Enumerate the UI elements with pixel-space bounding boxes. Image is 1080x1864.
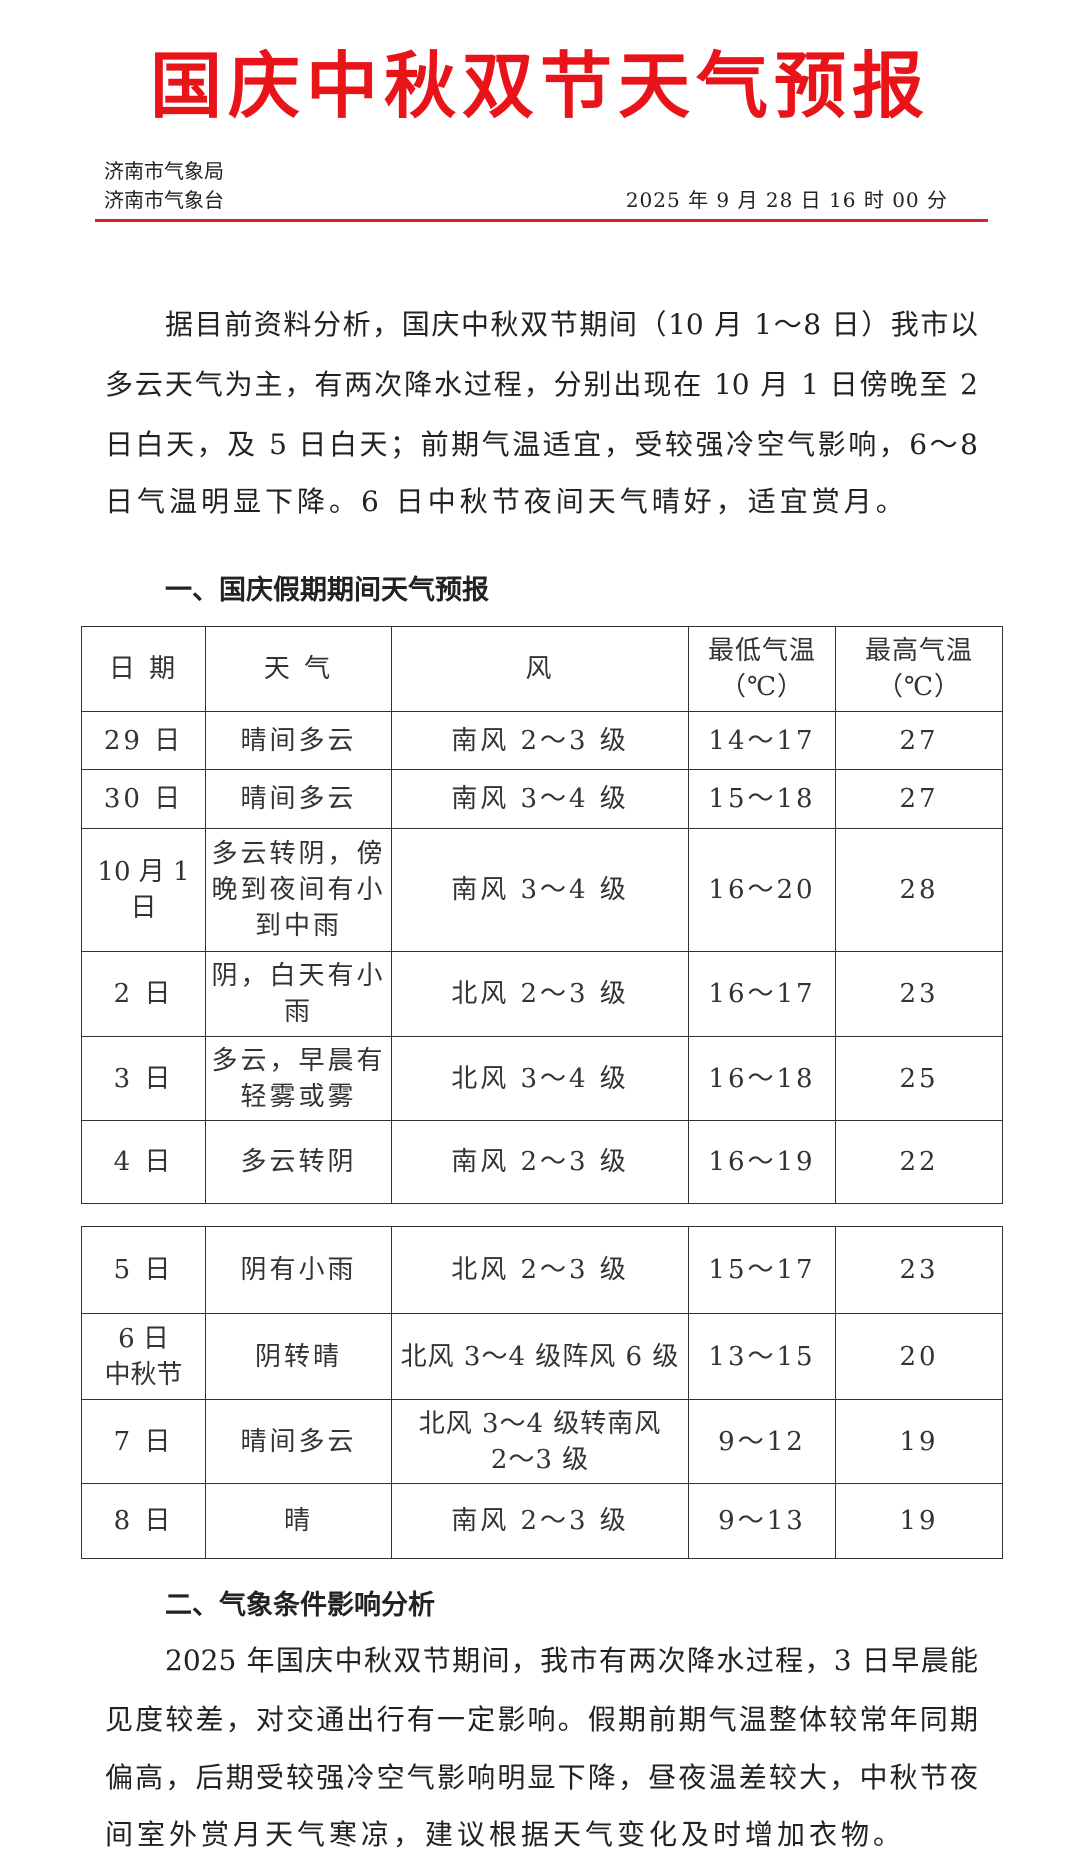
max-temp-cell: 23 xyxy=(835,1226,1003,1314)
table-header-row: 日 期天 气风最低气温 （℃） 最高气温 （℃） xyxy=(81,626,1003,712)
analysis-line: 间室外赏月天气寒凉，建议根据天气变化及时增加衣物。 xyxy=(105,1818,906,1851)
weather-cell: 晴间多云 xyxy=(205,711,392,770)
table-row: 8 日晴南风 2～3 级 9～13 19 xyxy=(81,1483,1003,1559)
min-temp-cell: 16～20 xyxy=(688,828,836,952)
weather-cell: 晴间多云 xyxy=(205,769,392,829)
weather-cell: 阴转晴 xyxy=(205,1313,392,1400)
table-row: 10 月 1 日多云转阴，傍 晚到夜间有小 到中雨 南风 3～4 级 16～20 28 xyxy=(81,828,1003,952)
max-temp-cell: 28 xyxy=(835,828,1003,952)
min-temp-cell: 9～12 xyxy=(688,1399,836,1484)
org-name-bureau: 济南市气象局 xyxy=(104,159,224,183)
forecast-table-2: 5 日阴有小雨 北风 2～3 级 15～17 23 6 日 中秋节 阴转晴 北风 3～4 级… xyxy=(81,1226,1003,1559)
max-temp-cell: 27 xyxy=(835,769,1003,829)
issue-date: 2025 年 9 月 28 日 16 时 00 分 xyxy=(625,188,948,212)
date-cell: 8 日 xyxy=(81,1483,206,1559)
column-header: 天 气 xyxy=(205,626,392,712)
weather-cell: 多云转阴，傍 晚到夜间有小 到中雨 xyxy=(205,828,392,952)
max-temp-cell: 25 xyxy=(835,1036,1003,1121)
weather-cell: 阴有小雨 xyxy=(205,1226,392,1314)
document-title: 国庆中秋双节天气预报 xyxy=(149,44,930,128)
wind-cell: 北风 2～3 级 xyxy=(391,951,689,1037)
intro-line: 日气温明显下降。6 日中秋节夜间天气晴好，适宜赏月。 xyxy=(105,485,908,518)
max-temp-cell: 23 xyxy=(835,951,1003,1037)
max-temp-cell: 19 xyxy=(835,1399,1003,1484)
date-cell: 30 日 xyxy=(81,769,206,829)
table-row: 4 日多云转阴 南风 2～3 级 16～19 22 xyxy=(81,1120,1003,1204)
table-row: 5 日阴有小雨 北风 2～3 级 15～17 23 xyxy=(81,1226,1003,1314)
analysis-line: 2025 年国庆中秋双节期间，我市有两次降水过程，3 日早晨能 xyxy=(165,1644,978,1677)
org-name-observatory: 济南市气象台 xyxy=(104,188,224,212)
column-header: 日 期 xyxy=(81,626,206,712)
intro-line: 多云天气为主，有两次降水过程，分别出现在 10 月 1 日傍晚至 2 xyxy=(105,368,978,401)
red-divider xyxy=(95,219,988,222)
analysis-line: 偏高，后期受较强冷空气影响明显下降，昼夜温差较大，中秋节夜 xyxy=(105,1761,978,1794)
weather-cell: 多云转阴 xyxy=(205,1120,392,1204)
wind-cell: 南风 3～4 级 xyxy=(391,769,689,829)
table-row: 29 日晴间多云 南风 2～3 级 14～17 27 xyxy=(81,711,1003,770)
date-cell: 5 日 xyxy=(81,1226,206,1314)
date-cell: 4 日 xyxy=(81,1120,206,1204)
max-temp-cell: 22 xyxy=(835,1120,1003,1204)
date-cell: 10 月 1 日 xyxy=(81,828,206,952)
wind-cell: 北风 2～3 级 xyxy=(391,1226,689,1314)
date-cell: 3 日 xyxy=(81,1036,206,1121)
analysis-line: 见度较差，对交通出行有一定影响。假期前期气温整体较常年同期 xyxy=(105,1703,978,1736)
min-temp-cell: 16～17 xyxy=(688,951,836,1037)
wind-cell: 北风 3～4 级转南风 2～3 级 xyxy=(391,1399,689,1484)
min-temp-cell: 15～17 xyxy=(688,1226,836,1314)
table-row: 6 日 中秋节 阴转晴 北风 3～4 级阵风 6 级 13～15 20 xyxy=(81,1313,1003,1400)
min-temp-cell: 15～18 xyxy=(688,769,836,829)
table-row: 7 日晴间多云 北风 3～4 级转南风 2～3 级 9～12 19 xyxy=(81,1399,1003,1484)
min-temp-cell: 13～15 xyxy=(688,1313,836,1400)
weather-cell: 阴，白天有小 雨 xyxy=(205,951,392,1037)
date-cell: 2 日 xyxy=(81,951,206,1037)
wind-cell: 南风 3～4 级 xyxy=(391,828,689,952)
section2-heading: 二、气象条件影响分析 xyxy=(165,1590,435,1621)
wind-cell: 南风 2～3 级 xyxy=(391,1483,689,1559)
weather-cell: 多云，早晨有 轻雾或雾 xyxy=(205,1036,392,1121)
intro-line: 日白天，及 5 日白天；前期气温适宜，受较强冷空气影响，6～8 xyxy=(105,428,978,461)
column-header: 风 xyxy=(391,626,689,712)
min-temp-cell: 16～18 xyxy=(688,1036,836,1121)
weather-cell: 晴 xyxy=(205,1483,392,1559)
min-temp-cell: 14～17 xyxy=(688,711,836,770)
wind-cell: 北风 3～4 级阵风 6 级 xyxy=(391,1313,689,1400)
column-header: 最高气温 （℃） xyxy=(835,626,1003,712)
min-temp-cell: 16～19 xyxy=(688,1120,836,1204)
column-header: 最低气温 （℃） xyxy=(688,626,836,712)
table-row: 30 日晴间多云 南风 3～4 级 15～18 27 xyxy=(81,769,1003,829)
date-cell: 29 日 xyxy=(81,711,206,770)
wind-cell: 南风 2～3 级 xyxy=(391,1120,689,1204)
section1-heading: 一、国庆假期期间天气预报 xyxy=(165,575,489,606)
min-temp-cell: 9～13 xyxy=(688,1483,836,1559)
date-cell: 7 日 xyxy=(81,1399,206,1484)
max-temp-cell: 27 xyxy=(835,711,1003,770)
table-row: 2 日阴，白天有小 雨北风 2～3 级 16～17 23 xyxy=(81,951,1003,1037)
max-temp-cell: 20 xyxy=(835,1313,1003,1400)
wind-cell: 北风 3～4 级 xyxy=(391,1036,689,1121)
table-row: 3 日多云，早晨有 轻雾或雾 北风 3～4 级 16～18 25 xyxy=(81,1036,1003,1121)
wind-cell: 南风 2～3 级 xyxy=(391,711,689,770)
weather-cell: 晴间多云 xyxy=(205,1399,392,1484)
date-cell: 6 日 中秋节 xyxy=(81,1313,206,1400)
max-temp-cell: 19 xyxy=(835,1483,1003,1559)
intro-line: 据目前资料分析，国庆中秋双节期间（10 月 1～8 日）我市以 xyxy=(165,308,978,341)
